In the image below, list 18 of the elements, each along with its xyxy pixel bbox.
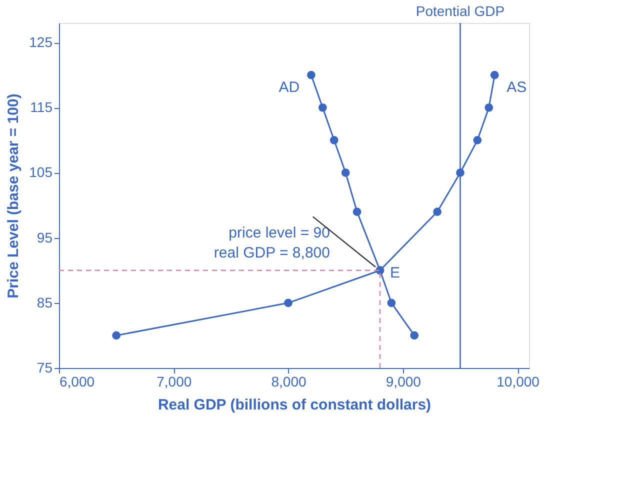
annotation: E [390, 264, 400, 282]
x-tick-label: 7,000 [156, 374, 192, 390]
x-tick-label: 10,000 [496, 374, 540, 390]
x-tick-label: 9,000 [386, 374, 422, 390]
y-axis-title: Price Level (base year = 100) [5, 94, 22, 298]
series-label: AD [278, 79, 300, 96]
y-tick-label: 125 [29, 34, 53, 50]
x-axis-title: Real GDP (billions of constant dollars) [158, 396, 432, 414]
x-tick-label: 6,000 [60, 374, 95, 390]
y-tick-label: 95 [36, 229, 53, 246]
y-tick-label: 105 [29, 164, 53, 180]
y-tick-label: 75 [36, 360, 53, 376]
y-tick-label: 85 [36, 294, 53, 310]
x-tick-label: 8,000 [271, 374, 306, 390]
ref-line-label: Potential GDP [416, 3, 505, 19]
series-label: AS [506, 79, 527, 96]
y-tick-label: 115 [30, 99, 53, 116]
annotation: price level = 90 real GDP = 8,800 [214, 224, 330, 262]
